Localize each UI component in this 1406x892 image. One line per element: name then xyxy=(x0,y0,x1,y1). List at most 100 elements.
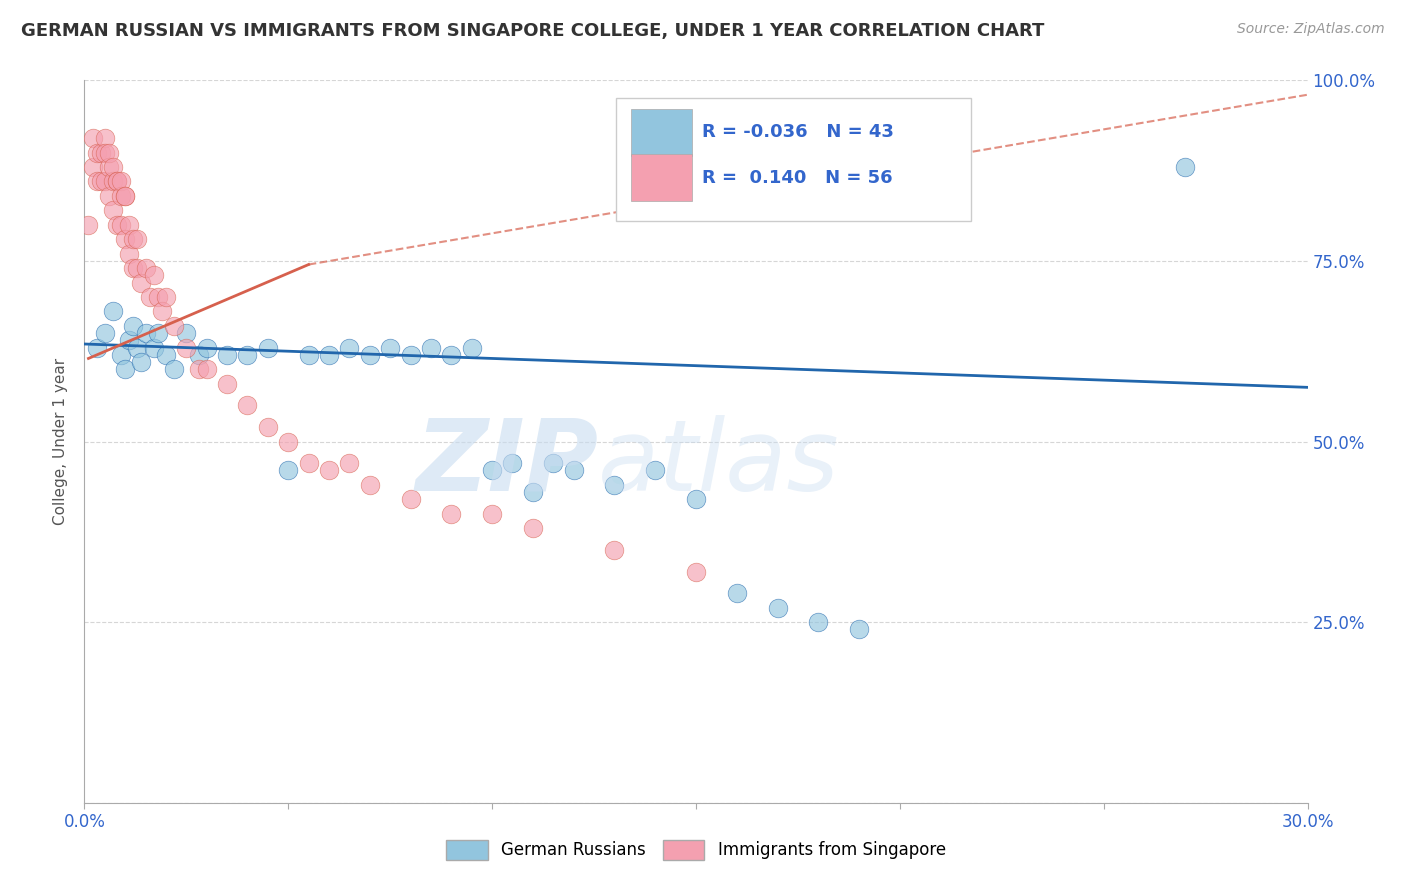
Point xyxy=(118,334,141,348)
Point xyxy=(298,456,321,470)
FancyBboxPatch shape xyxy=(631,154,692,202)
Point xyxy=(93,326,115,340)
Text: R =  0.140   N = 56: R = 0.140 N = 56 xyxy=(702,169,893,186)
Point xyxy=(150,304,173,318)
Point xyxy=(101,160,124,174)
Point xyxy=(339,456,361,470)
Point xyxy=(277,463,299,477)
Point xyxy=(163,362,186,376)
Point xyxy=(122,232,145,246)
Point xyxy=(127,261,149,276)
Point xyxy=(187,348,209,362)
Point xyxy=(298,348,321,362)
Point xyxy=(101,203,124,218)
Point xyxy=(257,420,280,434)
Point xyxy=(97,160,120,174)
Point xyxy=(522,485,544,500)
Text: atlas: atlas xyxy=(598,415,839,512)
Point xyxy=(122,261,145,276)
Point xyxy=(97,145,120,160)
Point xyxy=(685,492,707,507)
Point xyxy=(86,145,108,160)
Point xyxy=(146,326,169,340)
Point xyxy=(86,174,108,188)
Point xyxy=(127,341,149,355)
Point xyxy=(848,623,870,637)
Point xyxy=(86,341,108,355)
Point xyxy=(82,160,104,174)
Text: R = -0.036   N = 43: R = -0.036 N = 43 xyxy=(702,123,894,141)
Point xyxy=(195,341,218,355)
Point xyxy=(318,348,340,362)
Legend: German Russians, Immigrants from Singapore: German Russians, Immigrants from Singapo… xyxy=(440,833,952,867)
Point xyxy=(187,362,209,376)
Point xyxy=(277,434,299,449)
Y-axis label: College, Under 1 year: College, Under 1 year xyxy=(53,358,69,525)
Point xyxy=(174,341,197,355)
Point xyxy=(110,189,132,203)
Point xyxy=(766,600,789,615)
Point xyxy=(481,463,503,477)
Point xyxy=(603,542,626,557)
Text: ZIP: ZIP xyxy=(415,415,598,512)
Point xyxy=(236,348,259,362)
Point xyxy=(318,463,340,477)
Point xyxy=(217,376,239,391)
Point xyxy=(257,341,280,355)
Point xyxy=(110,218,132,232)
Point xyxy=(440,348,463,362)
Point xyxy=(807,615,830,630)
Point xyxy=(135,261,157,276)
Point xyxy=(195,362,218,376)
Point xyxy=(138,290,160,304)
FancyBboxPatch shape xyxy=(616,98,972,221)
Point xyxy=(644,463,666,477)
Point xyxy=(502,456,524,470)
Point xyxy=(1174,160,1197,174)
Point xyxy=(163,318,186,333)
Point xyxy=(142,341,165,355)
Point xyxy=(131,276,153,290)
Point xyxy=(155,290,177,304)
Point xyxy=(127,232,149,246)
Point xyxy=(105,218,128,232)
Point xyxy=(101,174,124,188)
Point xyxy=(522,521,544,535)
Point xyxy=(142,268,165,283)
Point xyxy=(114,189,136,203)
Point xyxy=(131,355,153,369)
Point xyxy=(359,348,381,362)
Point xyxy=(135,326,157,340)
Point xyxy=(118,246,141,260)
Point xyxy=(562,463,585,477)
Point xyxy=(481,507,503,521)
Point xyxy=(543,456,565,470)
Point xyxy=(105,174,128,188)
Point xyxy=(217,348,239,362)
Point xyxy=(118,218,141,232)
Point xyxy=(461,341,484,355)
Point xyxy=(155,348,177,362)
Point xyxy=(399,492,422,507)
Point xyxy=(82,131,104,145)
Point xyxy=(603,478,626,492)
Point xyxy=(114,232,136,246)
Point xyxy=(114,362,136,376)
Point xyxy=(236,398,259,412)
Point xyxy=(174,326,197,340)
Point xyxy=(105,174,128,188)
Point xyxy=(97,189,120,203)
Point xyxy=(399,348,422,362)
Point xyxy=(90,145,112,160)
Point xyxy=(440,507,463,521)
Text: Source: ZipAtlas.com: Source: ZipAtlas.com xyxy=(1237,22,1385,37)
Text: GERMAN RUSSIAN VS IMMIGRANTS FROM SINGAPORE COLLEGE, UNDER 1 YEAR CORRELATION CH: GERMAN RUSSIAN VS IMMIGRANTS FROM SINGAP… xyxy=(21,22,1045,40)
Point xyxy=(93,174,115,188)
Point xyxy=(359,478,381,492)
Point xyxy=(146,290,169,304)
Point xyxy=(101,304,124,318)
Point xyxy=(93,145,115,160)
Point xyxy=(90,174,112,188)
Point xyxy=(380,341,402,355)
FancyBboxPatch shape xyxy=(631,109,692,156)
